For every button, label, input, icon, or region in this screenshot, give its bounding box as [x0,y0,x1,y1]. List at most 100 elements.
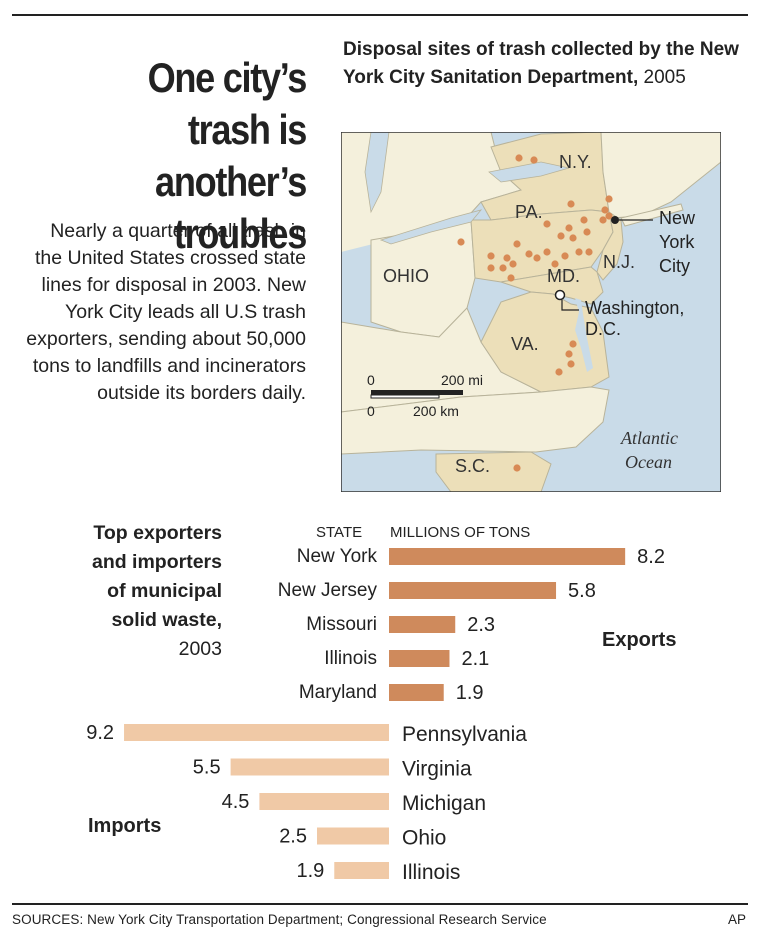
map-title-text: Disposal sites of trash collected by the… [343,39,739,88]
export-value-label: 1.9 [456,682,484,704]
export-value-label: 5.8 [568,580,596,602]
export-bar [389,548,626,565]
disposal-site [507,274,515,282]
disposal-site [543,248,551,256]
dc-leader-line [561,300,579,311]
export-state-label: Maryland [299,682,377,703]
state-label-md: MD. [547,266,580,286]
exports-legend-label: Exports [602,629,676,651]
source-note: SOURCES: New York City Transportation De… [12,912,547,927]
exports-imports-chart: STATE MILLIONS OF TONS New York 8.2 New Je… [86,524,676,884]
bars-title-line2: and importers [91,551,222,573]
export-state-label: New Jersey [278,580,378,601]
export-value-label: 2.1 [461,648,489,670]
nyc-label-line2: York [659,232,695,252]
state-nc [341,386,610,455]
disposal-site [530,156,538,164]
import-bar [230,758,389,776]
export-state-label: New York [297,546,378,567]
disposal-site [509,260,517,268]
ocean-label-line2: Ocean [625,452,672,472]
nyc-label-line3: City [659,256,690,276]
lake-ontario [488,161,570,183]
state-label-pa: PA. [515,202,543,222]
import-state-label: Ohio [402,827,446,850]
export-bar [389,684,444,701]
disposal-site [569,234,577,242]
disposal-site [567,200,575,208]
top-rule [12,14,748,16]
disposal-site [557,232,565,240]
nyc-marker [611,216,619,224]
bars-title-line1: Top exporters [93,522,222,544]
disposal-site [567,360,575,368]
import-value-label: 1.9 [296,860,324,882]
disposal-site [551,260,559,268]
disposal-site [580,216,588,224]
disposal-site [601,206,609,214]
scale-mi-label: 200 mi [441,372,483,388]
bars-title: Top exporters and importers of municipal… [20,519,222,664]
export-value-label: 8.2 [637,546,665,568]
disposal-site [499,264,507,272]
export-state-label: Missouri [306,614,377,635]
lake-erie [379,209,483,245]
map-title: Disposal sites of trash collected by the… [343,36,743,92]
disposal-site [513,464,521,472]
dc-marker [554,289,566,301]
lake-michigan [364,132,390,214]
state-label-va: VA. [511,334,539,354]
import-state-label: Virginia [402,758,472,781]
dc-label-line2: D.C. [585,319,621,339]
disposal-site [569,340,577,348]
bars-title-year: 2003 [178,638,222,660]
dc-label-line1: Washington, [585,298,684,318]
chesapeake-bay [575,298,593,372]
disposal-site [555,368,563,376]
disposal-site [503,254,511,262]
disposal-site [525,250,533,258]
scale-bar: 0 200 mi 0 200 km [367,372,483,419]
bottom-rule [12,903,748,905]
disposal-site [565,350,573,358]
bars-title-line3: of municipal [107,580,222,602]
ocean-label-line1: Atlantic [620,428,678,448]
intro-text: Nearly a quarter of all trash in the Uni… [26,220,306,404]
disposal-site [543,220,551,228]
export-bar [389,616,456,633]
disposal-site [605,195,613,203]
scale-mi-zero: 0 [367,372,375,388]
disposal-sites [457,154,613,472]
disposal-site [513,240,521,248]
scale-km-label: 200 km [413,403,459,419]
scale-bar-mi [371,390,463,395]
map-title-year: 2005 [643,67,686,88]
state-nj [596,210,624,281]
scale-km-zero: 0 [367,403,375,419]
import-state-label: Michigan [402,792,486,815]
state-label-ohio: OHIO [383,266,429,286]
disposal-site [457,238,465,246]
import-bar [317,827,389,845]
import-bar [334,862,389,879]
nyc-label-line1: New [659,208,696,228]
disposal-site [599,216,607,224]
disposal-sites-map: New York City Washington, D.C. N.Y. PA. … [341,132,721,492]
state-label-ny: N.Y. [559,152,592,172]
import-state-label: Illinois [402,861,460,884]
import-bar [259,793,389,810]
state-va [480,291,610,393]
headline: One city’s trash is another’s troubles [147,54,308,257]
export-state-label: Illinois [324,648,377,669]
import-state-label: Pennsylvania [402,723,527,746]
state-label-nj: N.J. [603,252,635,272]
disposal-site [533,254,541,262]
state-label-sc: S.C. [455,456,490,476]
import-value-label: 9.2 [86,722,114,744]
export-value-label: 2.3 [467,614,495,636]
bars-title-line4: solid waste, [111,609,222,631]
column-header-state: STATE [316,524,362,541]
disposal-site [575,248,583,256]
bars-layer: New York 8.2 New Jersey 5.8 Missouri 2.3 Illin… [86,546,676,884]
disposal-site [561,252,569,260]
